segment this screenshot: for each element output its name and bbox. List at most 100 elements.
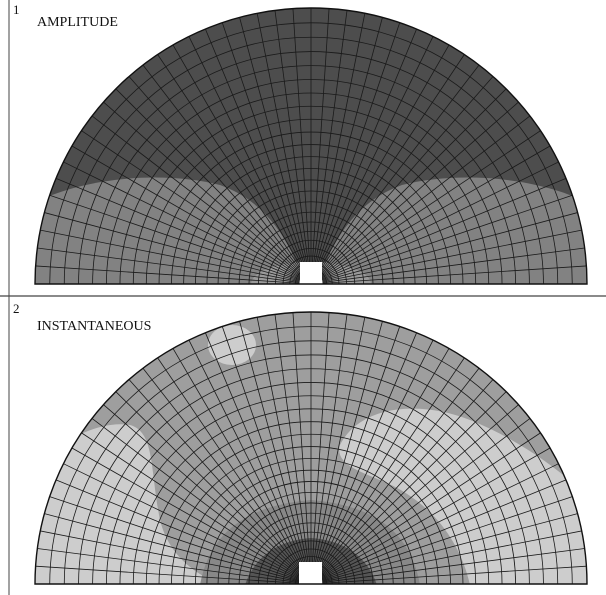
mesh-ring-line xyxy=(171,144,451,284)
mesh-ring-line xyxy=(119,92,503,284)
mesh-ring-line xyxy=(158,433,464,584)
mesh-ring-line xyxy=(206,179,416,284)
panel-title-amplitude: AMPLITUDE xyxy=(37,15,118,30)
mesh-radial-line xyxy=(321,145,551,279)
mesh-radial-line xyxy=(322,247,585,283)
mesh-radial-line xyxy=(55,479,301,580)
mesh-radial-line xyxy=(35,565,300,584)
mesh-ring-line xyxy=(106,79,516,284)
mesh-ring-line xyxy=(78,51,544,284)
mesh-radial-line xyxy=(317,357,465,575)
mesh-radial-line xyxy=(320,432,541,578)
mesh-radial-line xyxy=(311,8,330,273)
mesh-ring-line xyxy=(195,168,427,284)
mesh-radial-line xyxy=(172,44,306,274)
amplitude-contour-fill xyxy=(35,8,587,284)
mesh-radial-line xyxy=(312,10,348,273)
mesh-radial-line xyxy=(157,54,305,275)
instantaneous-mesh xyxy=(35,312,587,584)
amplitude-boundary xyxy=(34,7,588,285)
mesh-radial-line xyxy=(35,265,300,284)
instantaneous-contour-fill xyxy=(35,312,587,584)
mesh-radial-line xyxy=(322,530,582,583)
mesh-radial-line xyxy=(321,447,551,579)
mesh-radial-line xyxy=(313,321,383,573)
mesh-radial-line xyxy=(40,530,300,583)
mesh-radial-line xyxy=(319,391,507,576)
mesh-ring-line xyxy=(282,556,340,584)
mesh-radial-line xyxy=(256,13,310,273)
mesh-radial-line xyxy=(81,432,302,578)
mesh-ring-line xyxy=(119,395,503,584)
mesh-ring-line xyxy=(132,408,490,584)
mesh-radial-line xyxy=(128,76,304,276)
mesh-radial-line xyxy=(314,22,401,273)
instantaneous-light-blob-top xyxy=(208,325,256,365)
mesh-radial-line xyxy=(318,76,494,276)
mesh-radial-line xyxy=(320,130,541,278)
mesh-ring-line xyxy=(158,131,464,284)
mesh-ring-line xyxy=(257,230,365,284)
mesh-radial-line xyxy=(313,17,383,273)
mesh-ring-line xyxy=(63,36,559,284)
mesh-radial-line xyxy=(44,513,300,582)
mesh-radial-line xyxy=(239,17,309,273)
mesh-radial-line xyxy=(316,348,450,574)
mesh-radial-line xyxy=(322,194,573,281)
instantaneous-light-band-left xyxy=(35,424,220,584)
mesh-radial-line xyxy=(312,317,366,573)
mesh-radial-line xyxy=(63,161,301,280)
mesh-ring-line xyxy=(238,211,384,284)
mesh-radial-line xyxy=(71,447,301,579)
mesh-radial-line xyxy=(63,463,301,580)
mesh-radial-line xyxy=(314,326,401,573)
mesh-radial-line xyxy=(322,212,578,282)
amplitude-core-region xyxy=(251,262,371,284)
mesh-radial-line xyxy=(256,317,310,573)
mesh-ring-line xyxy=(266,240,356,284)
mesh-ring-line xyxy=(63,340,559,584)
mesh-ring-line xyxy=(78,354,544,584)
instantaneous-source-hole xyxy=(299,562,322,584)
mesh-ring-line xyxy=(217,492,405,584)
mesh-radial-line xyxy=(55,178,301,280)
mesh-ring-line xyxy=(49,22,573,284)
mesh-ring-line xyxy=(183,156,439,284)
mesh-radial-line xyxy=(319,101,519,277)
mesh-ring-line xyxy=(228,201,394,284)
mesh-ring-line xyxy=(145,421,477,584)
mesh-ring-line xyxy=(238,512,384,584)
mesh-radial-line xyxy=(319,88,507,276)
mesh-radial-line xyxy=(205,332,307,574)
mesh-radial-line xyxy=(312,314,348,573)
mesh-radial-line xyxy=(40,229,300,283)
mesh-radial-line xyxy=(91,418,302,578)
mesh-ring-line xyxy=(282,255,340,284)
mesh-ring-line xyxy=(248,221,374,284)
mesh-radial-line xyxy=(321,161,559,280)
mesh-ring-line xyxy=(49,326,573,584)
mesh-radial-line xyxy=(274,10,310,273)
mesh-radial-line xyxy=(172,348,306,574)
mesh-radial-line xyxy=(292,312,311,573)
mesh-radial-line xyxy=(239,321,309,573)
mesh-radial-line xyxy=(142,64,305,275)
mesh-radial-line xyxy=(292,8,311,273)
mesh-radial-line xyxy=(320,115,531,278)
mesh-ring-line xyxy=(228,502,394,584)
mesh-radial-line xyxy=(317,367,480,575)
mesh-radial-line xyxy=(142,367,305,575)
mesh-radial-line xyxy=(318,379,494,576)
mesh-radial-line xyxy=(316,44,450,274)
mesh-radial-line xyxy=(37,247,300,283)
mesh-radial-line xyxy=(157,357,305,575)
mesh-ring-line xyxy=(171,446,451,584)
mesh-radial-line xyxy=(71,145,301,279)
mesh-radial-line xyxy=(128,379,304,576)
panel-instantaneous: 2 INSTANTANEOUS xyxy=(13,301,588,585)
mesh-ring-line xyxy=(145,118,477,284)
mesh-radial-line xyxy=(188,339,307,574)
amplitude-mesh xyxy=(35,8,587,284)
mesh-ring-line xyxy=(206,481,416,584)
